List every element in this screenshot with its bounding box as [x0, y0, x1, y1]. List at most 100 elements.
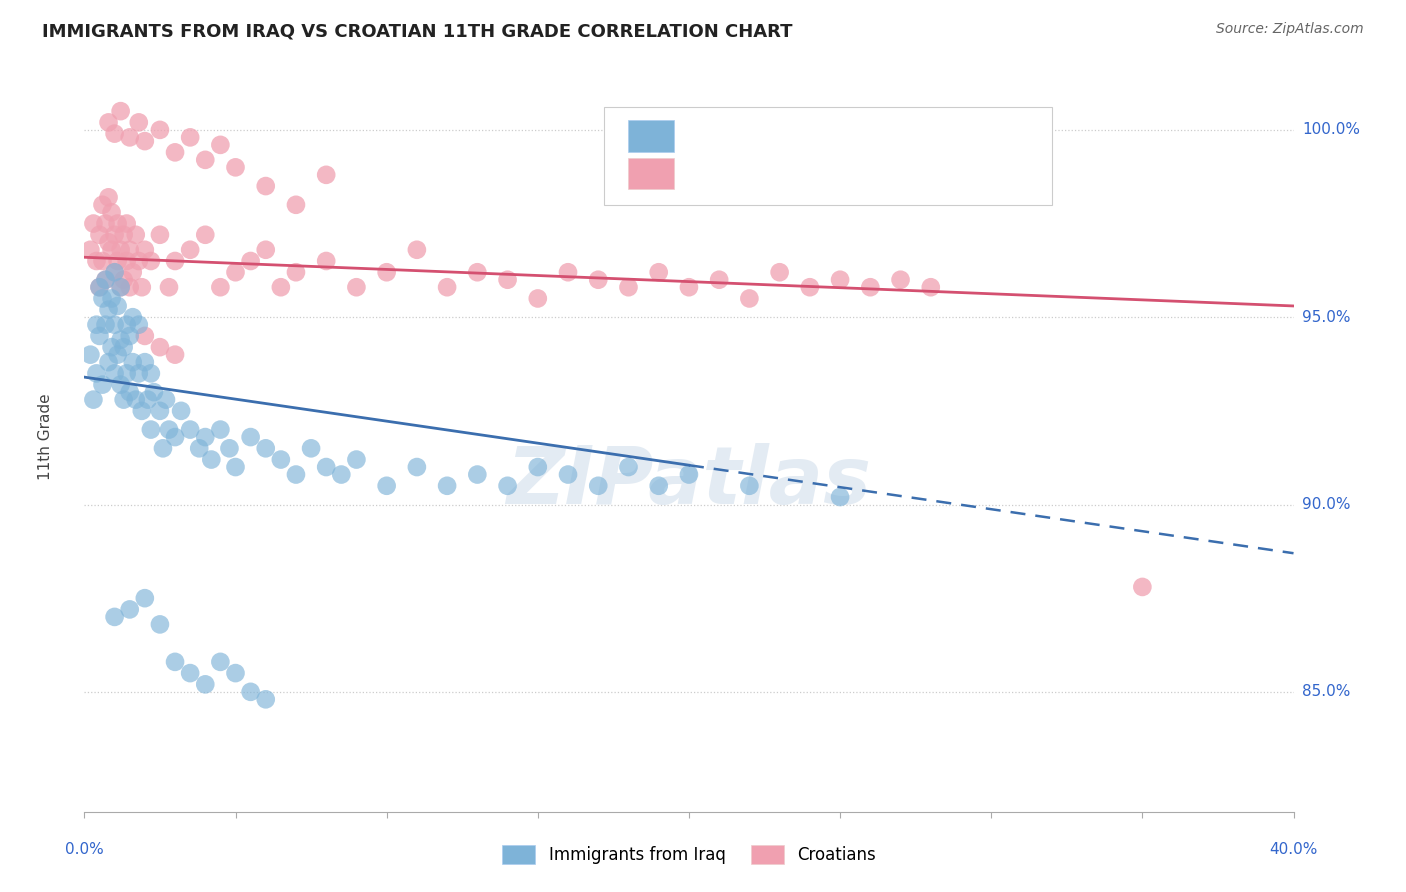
Text: 11th Grade: 11th Grade — [38, 393, 53, 481]
Point — [94, 273, 117, 287]
Point — [165, 254, 187, 268]
Point — [194, 227, 217, 242]
Point — [149, 123, 172, 137]
Point — [118, 280, 141, 294]
Point — [467, 467, 489, 482]
Point — [270, 452, 292, 467]
Point — [527, 460, 550, 475]
Text: N = 82: N = 82 — [883, 166, 939, 181]
Point — [769, 265, 792, 279]
Point — [648, 265, 671, 279]
Point — [165, 145, 187, 160]
Point — [110, 377, 132, 392]
Point — [346, 280, 368, 294]
Point — [94, 273, 117, 287]
Text: ZIPatlas: ZIPatlas — [506, 443, 872, 521]
Point — [86, 367, 108, 381]
Bar — [628, 120, 675, 152]
Point — [104, 610, 127, 624]
Point — [82, 392, 104, 407]
Point — [136, 392, 159, 407]
Point — [239, 430, 262, 444]
Point — [330, 467, 353, 482]
Point — [97, 115, 120, 129]
Point — [86, 254, 108, 268]
Point — [79, 243, 101, 257]
Point — [285, 265, 308, 279]
Point — [149, 617, 172, 632]
Point — [91, 254, 114, 268]
Point — [100, 292, 122, 306]
Point — [155, 392, 177, 407]
Point — [315, 254, 337, 268]
Point — [89, 280, 111, 294]
Point — [104, 367, 127, 381]
Point — [104, 265, 127, 279]
Point — [557, 467, 579, 482]
Point — [94, 217, 117, 231]
Point — [97, 190, 120, 204]
Point — [149, 404, 172, 418]
Point — [118, 385, 141, 400]
Point — [209, 655, 232, 669]
Point — [436, 280, 458, 294]
Point — [588, 479, 610, 493]
Point — [315, 168, 337, 182]
Point — [406, 460, 429, 475]
Point — [118, 243, 141, 257]
Point — [107, 299, 129, 313]
Point — [94, 318, 117, 332]
Point — [89, 329, 111, 343]
Point — [104, 318, 127, 332]
Point — [254, 692, 277, 706]
Point — [285, 467, 308, 482]
Text: IMMIGRANTS FROM IRAQ VS CROATIAN 11TH GRADE CORRELATION CHART: IMMIGRANTS FROM IRAQ VS CROATIAN 11TH GR… — [42, 22, 793, 40]
Point — [128, 367, 150, 381]
Point — [709, 273, 731, 287]
Point — [134, 591, 156, 606]
Point — [157, 280, 180, 294]
Point — [920, 280, 942, 294]
Point — [110, 104, 132, 119]
Point — [165, 655, 187, 669]
Point — [125, 227, 148, 242]
Point — [225, 460, 247, 475]
Point — [115, 367, 138, 381]
Point — [209, 137, 232, 152]
Point — [588, 273, 610, 287]
Point — [406, 243, 429, 257]
Text: R =  -0.163: R = -0.163 — [689, 128, 776, 144]
Point — [115, 318, 138, 332]
Point — [209, 280, 232, 294]
Point — [179, 666, 201, 681]
Point — [1130, 580, 1153, 594]
Point — [315, 460, 337, 475]
Point — [112, 273, 135, 287]
Point — [118, 602, 141, 616]
Point — [254, 442, 277, 456]
Point — [115, 217, 138, 231]
Point — [100, 205, 122, 219]
Point — [142, 385, 165, 400]
Point — [89, 280, 111, 294]
Point — [100, 340, 122, 354]
Point — [157, 423, 180, 437]
Point — [254, 179, 277, 194]
Point — [152, 442, 174, 456]
Point — [225, 265, 247, 279]
Point — [112, 340, 135, 354]
Point — [128, 318, 150, 332]
Point — [194, 430, 217, 444]
Point — [110, 243, 132, 257]
Point — [121, 355, 143, 369]
Point — [131, 404, 153, 418]
Point — [375, 265, 398, 279]
Text: 40.0%: 40.0% — [1270, 842, 1317, 857]
FancyBboxPatch shape — [605, 107, 1052, 205]
Point — [121, 310, 143, 325]
Point — [285, 198, 308, 212]
Point — [107, 217, 129, 231]
Text: 85.0%: 85.0% — [1302, 684, 1350, 699]
Legend: Immigrants from Iraq, Croatians: Immigrants from Iraq, Croatians — [495, 838, 883, 871]
Point — [112, 392, 135, 407]
